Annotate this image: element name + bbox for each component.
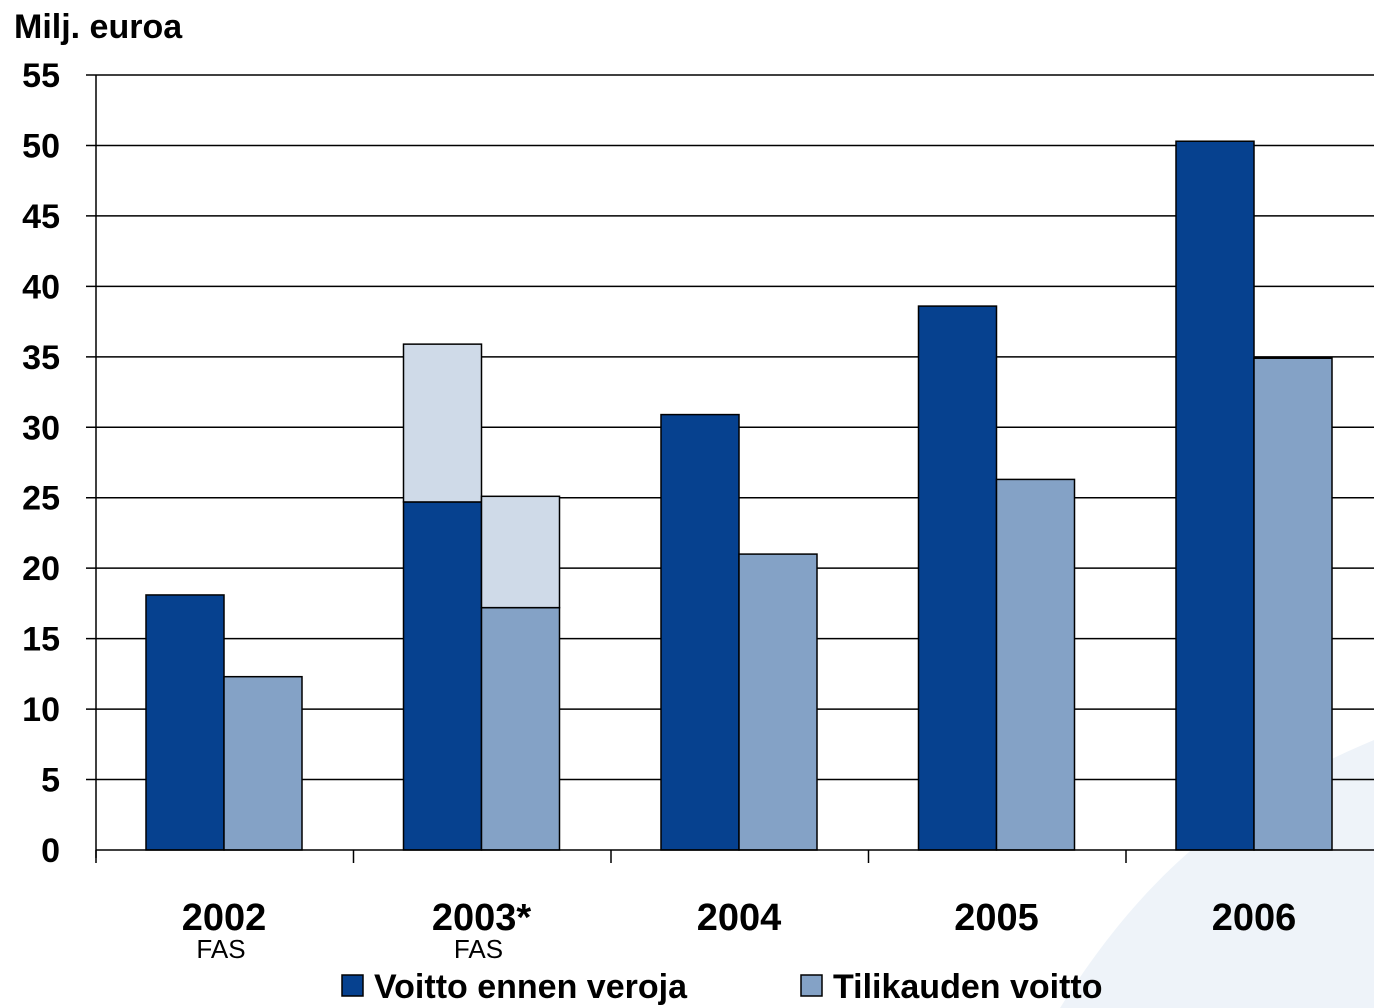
bars <box>145 140 1333 851</box>
y-tick-label: 30 <box>22 409 60 447</box>
y-tick-label: 35 <box>22 339 60 377</box>
y-tick-label: 10 <box>22 691 60 729</box>
x-tick-label: 2002 <box>182 897 267 939</box>
bar <box>917 305 998 851</box>
bar <box>995 478 1076 851</box>
bar-restated-increment <box>480 495 561 609</box>
legend-swatch <box>800 974 823 997</box>
legend-label: Tilikauden voitto <box>833 968 1103 1006</box>
bar <box>660 413 740 851</box>
y-tick-label: 55 <box>22 57 60 95</box>
y-tick-label: 5 <box>41 762 60 800</box>
y-tick-label: 25 <box>22 480 60 518</box>
y-tick-label: 15 <box>22 621 60 659</box>
x-tick-label: 2006 <box>1212 897 1297 939</box>
bar <box>1175 140 1255 851</box>
bar <box>1253 357 1333 851</box>
bar-restated-increment <box>402 343 483 503</box>
gridlines <box>86 74 1374 781</box>
x-tick-sublabel: FAS <box>454 934 503 964</box>
y-tick-labels: 0 5 10 15 20 25 30 35 40 45 50 55 <box>22 57 60 870</box>
y-tick-label: 0 <box>41 832 60 870</box>
legend-label: Voitto ennen veroja <box>374 968 688 1006</box>
bar <box>480 606 561 851</box>
bar <box>738 553 818 851</box>
x-tick-label: 2004 <box>697 897 782 939</box>
x-tick-sublabel: FAS <box>196 934 245 964</box>
bar <box>402 501 483 851</box>
bar <box>223 675 303 851</box>
x-tick-label: 2003* <box>432 897 532 939</box>
y-tick-label: 45 <box>22 198 60 236</box>
y-tick-label: 50 <box>22 127 60 165</box>
legend-swatch <box>341 974 364 997</box>
y-tick-label: 40 <box>22 268 60 306</box>
axes <box>95 75 1374 863</box>
y-axis-label: Milj. euroa <box>14 8 183 46</box>
y-tick-label: 20 <box>22 550 60 588</box>
x-tick-label: 2005 <box>954 897 1039 939</box>
bar <box>145 594 225 851</box>
legend: Voitto ennen veroja Tilikauden voitto <box>341 968 1103 1006</box>
